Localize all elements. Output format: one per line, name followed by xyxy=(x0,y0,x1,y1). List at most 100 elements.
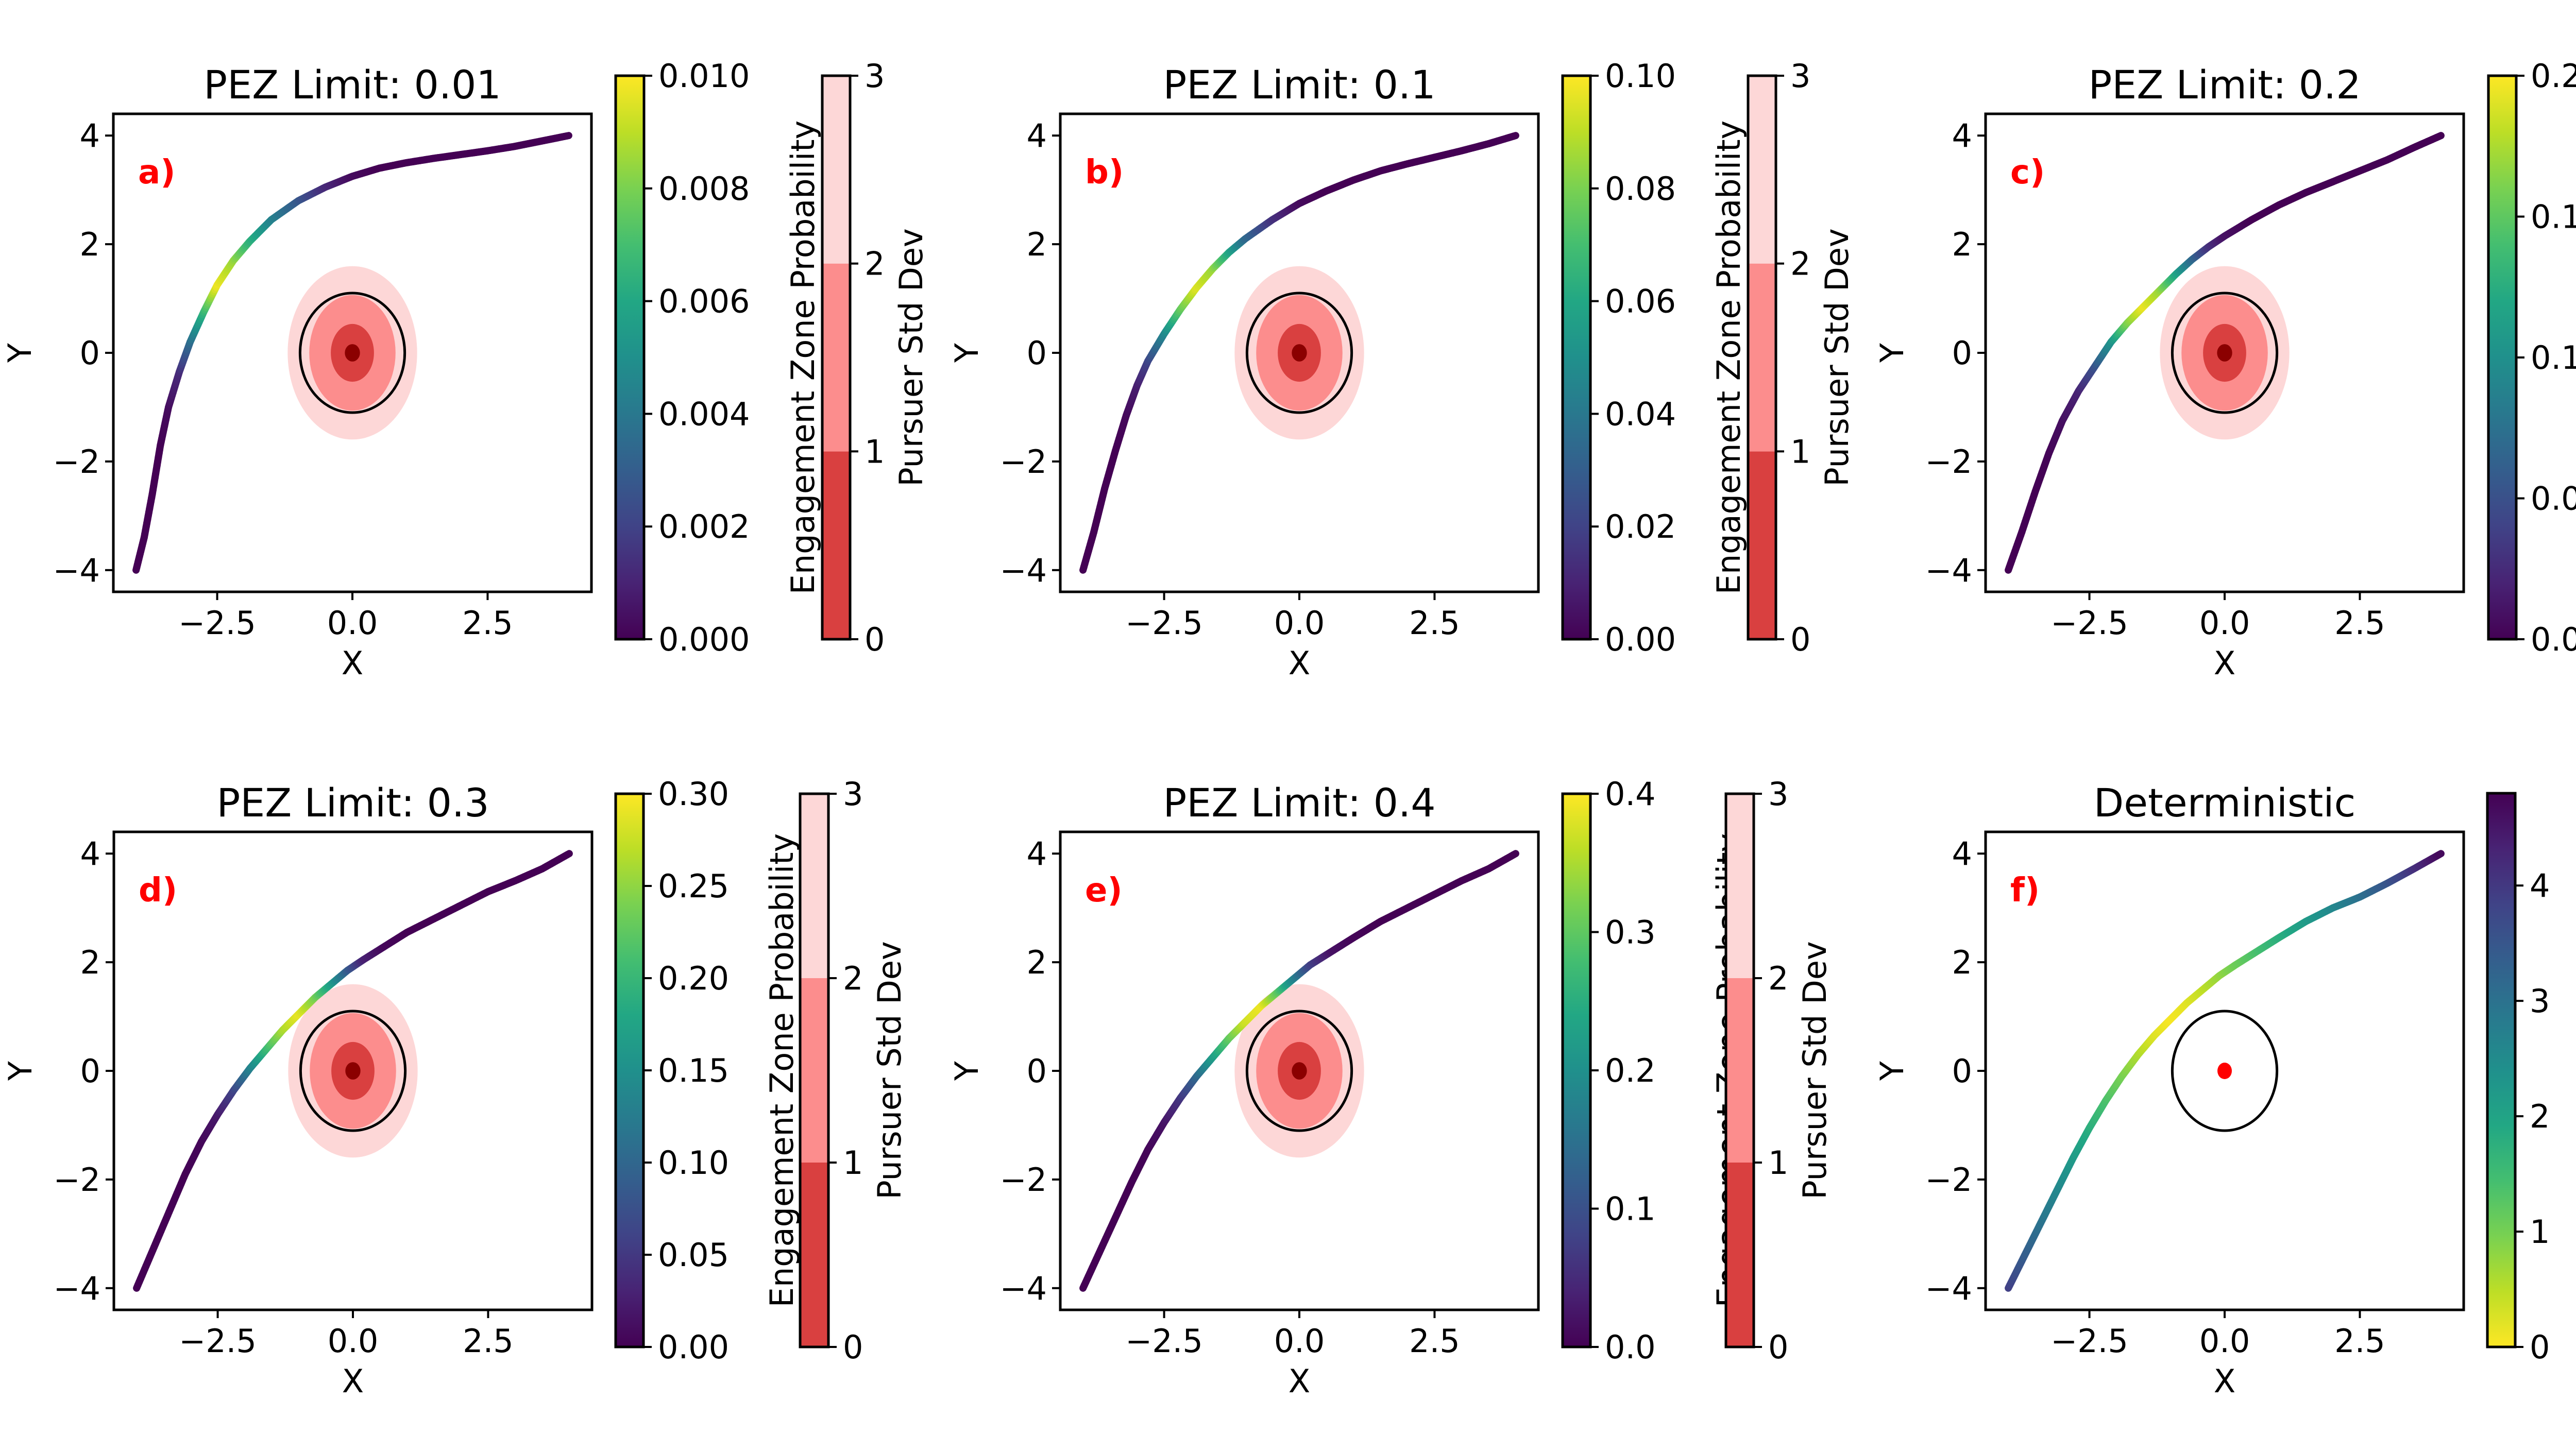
pursuer-colorbar: 0 1 2 3 Pursuer Std Dev xyxy=(821,57,930,658)
colorbar: 0.000.050.100.150.20Engagement Zone Prob… xyxy=(2487,57,2576,658)
y-tick-label: 2 xyxy=(1027,226,1047,263)
trajectory-segment xyxy=(563,132,572,140)
y-tick-label: −4 xyxy=(53,552,100,589)
plot-area xyxy=(132,132,572,574)
x-tick-label: 0.0 xyxy=(1274,1322,1325,1360)
y-tick-label: −4 xyxy=(1000,552,1047,589)
x-tick-label: −2.5 xyxy=(2050,1322,2128,1360)
colorbar-tick-label: 0.30 xyxy=(658,775,729,813)
colorbar-tick-label: 0.00 xyxy=(2531,621,2576,658)
engagement-zone-boundary xyxy=(2171,292,2279,414)
pursuer-colorbar-tick-label: 1 xyxy=(1790,433,1810,470)
pursuer-core xyxy=(1292,1062,1307,1080)
colorbar-tick-label: 0.1 xyxy=(1605,1190,1656,1228)
y-tick-label: 4 xyxy=(80,835,100,873)
x-tick-label: 2.5 xyxy=(2334,604,2385,642)
colorbar: 01234dist-rho xyxy=(2486,792,2550,1366)
y-tick-label: 0 xyxy=(1952,1052,1972,1090)
engagement-zone-boundary xyxy=(1245,292,1353,414)
colorbar-tick-label: 0.08 xyxy=(1605,170,1676,208)
x-tick-label: 2.5 xyxy=(1409,1322,1460,1360)
x-axis-label: X xyxy=(1289,644,1310,682)
pursuer-colorbar-tick-label: 2 xyxy=(1768,960,1788,997)
pursuer-colorbar-segment xyxy=(1748,263,1776,452)
x-tick-label: −2.5 xyxy=(1125,604,1203,642)
pursuer-colorbar-segment xyxy=(800,1163,828,1347)
pursuer-colorbar-tick-label: 1 xyxy=(843,1144,863,1182)
y-tick-label: −4 xyxy=(1925,1270,1972,1307)
y-tick-label: 0 xyxy=(1027,334,1047,372)
pursuer-colorbar-tick-label: 2 xyxy=(865,245,885,283)
panel-title: PEZ Limit: 0.1 xyxy=(1163,62,1435,108)
x-tick-label: 0.0 xyxy=(328,1322,379,1360)
pursuer-colorbar-frame xyxy=(799,792,830,1348)
plot-area xyxy=(1079,132,1519,574)
y-tick-label: −2 xyxy=(1000,443,1047,481)
y-tick-label: −2 xyxy=(1925,1161,1972,1199)
y-tick-label: −4 xyxy=(1925,552,1972,589)
pursuer-colorbar-tick-label: 3 xyxy=(865,57,885,95)
colorbar-tick-label: 4 xyxy=(2530,867,2550,904)
engagement-zone-boundary xyxy=(298,292,406,414)
engagement-zone-boundary xyxy=(2171,1010,2279,1132)
colorbar-tick-label: 0.10 xyxy=(1605,57,1676,95)
pursuer-colorbar-tick-label: 0 xyxy=(865,621,885,658)
colorbar-bar xyxy=(614,74,646,641)
pursuer-colorbar: 0 1 2 3 Pursuer Std Dev xyxy=(1724,775,1834,1366)
colorbar-tick-label: 0.006 xyxy=(658,283,750,320)
y-axis-label: Y xyxy=(1873,343,1911,363)
y-tick-label: −2 xyxy=(1925,443,1972,481)
pursuer-marker xyxy=(2217,1063,2232,1079)
colorbar-label: Engagement Zone Probability xyxy=(1710,121,1748,594)
panel-letter: c) xyxy=(2010,153,2045,192)
colorbar-bar xyxy=(2487,74,2518,641)
colorbar-tick-label: 0.008 xyxy=(658,170,750,208)
panel-letter: f) xyxy=(2010,872,2040,910)
panel-title: PEZ Limit: 0.2 xyxy=(2088,62,2361,108)
pursuer-colorbar-segment xyxy=(822,451,850,639)
pursuer-colorbar-segment xyxy=(822,76,850,264)
pursuer-colorbar-tick-label: 1 xyxy=(865,433,885,470)
engagement-zone-boundary xyxy=(1245,1010,1353,1132)
colorbar: 0.000 0.002 0.004 0.006 0.008 0.010 Engagement… xyxy=(614,57,822,658)
panel-letter: e) xyxy=(1085,872,1123,910)
pursuer-colorbar: 0 1 2 3 Pursuer Std Dev xyxy=(799,775,908,1366)
y-axis-label: Y xyxy=(2,1061,39,1081)
x-tick-label: 0.0 xyxy=(2199,604,2250,642)
trajectory-segment xyxy=(1510,132,1519,140)
pursuer-colorbar-label: Pursuer Std Dev xyxy=(1818,228,1856,486)
colorbar-tick-label: 0.10 xyxy=(2531,339,2576,377)
pursuer-colorbar-tick-label: 3 xyxy=(1768,775,1788,813)
trajectory-segment xyxy=(563,850,573,859)
panel-a: −2.5 0.0 2.5 −4 −2 0 2 4 X Y PEZ Limit: 0.01 a) 0.00… xyxy=(1,57,930,682)
panel-c: −2.5 0.0 2.5 −4 −2 0 2 4 X Y PEZ Limit: 0.2 c) 0.00 0… xyxy=(1873,57,2576,682)
panel-letter: a) xyxy=(138,153,175,192)
pursuer-colorbar-frame xyxy=(1724,792,1755,1348)
y-tick-label: −4 xyxy=(1000,1270,1047,1307)
y-axis-label: Y xyxy=(1873,1061,1911,1081)
x-tick-label: −2.5 xyxy=(178,604,256,642)
y-tick-label: 0 xyxy=(1027,1052,1047,1090)
y-tick-label: −4 xyxy=(54,1270,100,1307)
pursuer-colorbar-frame xyxy=(1747,74,1777,641)
y-tick-label: 4 xyxy=(1027,835,1047,873)
colorbar-tick-label: 0.05 xyxy=(658,1236,729,1274)
y-tick-label: 2 xyxy=(1027,944,1047,981)
colorbar-tick-label: 0 xyxy=(2530,1328,2550,1366)
y-tick-label: 2 xyxy=(1952,226,1972,263)
pursuer-colorbar-segment xyxy=(800,978,828,1163)
y-tick-label: 2 xyxy=(80,944,100,981)
y-tick-label: 0 xyxy=(80,1052,100,1090)
pursuer-core xyxy=(345,344,360,362)
pursuer-colorbar-segment xyxy=(800,794,828,978)
plot-area xyxy=(133,850,573,1292)
colorbar-tick-label: 0.002 xyxy=(658,508,750,545)
colorbar: 0.00 0.02 0.04 0.06 0.08 0.10 Engagement Zone … xyxy=(1561,57,1748,658)
y-axis-label: Y xyxy=(948,1061,986,1081)
x-tick-label: 2.5 xyxy=(2334,1322,2385,1360)
panel-title: PEZ Limit: 0.01 xyxy=(204,62,501,108)
y-tick-label: 2 xyxy=(80,226,100,263)
pursuer-colorbar-tick-label: 0 xyxy=(1768,1328,1788,1366)
